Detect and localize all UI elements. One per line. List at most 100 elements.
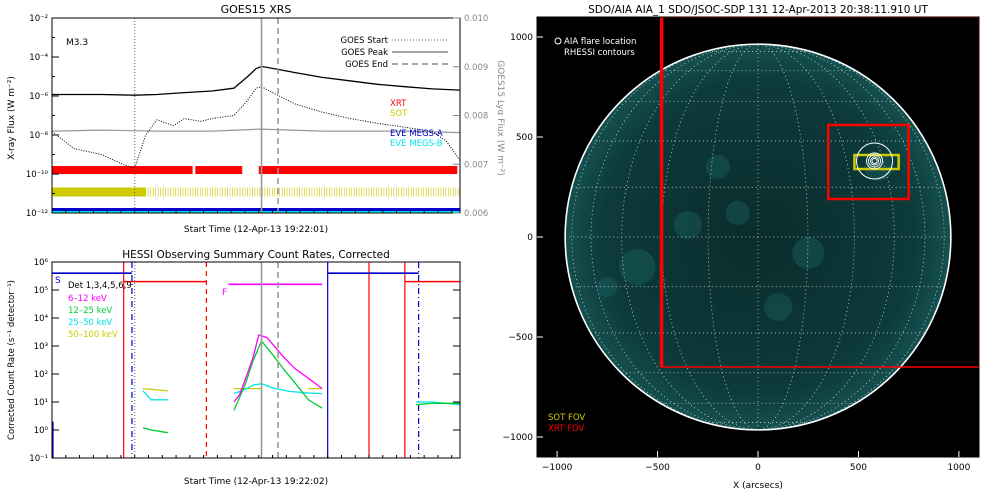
hessi-y-tick-label: 10⁻¹ [29,454,48,464]
hessi-25-50-kev-line [142,390,168,401]
aia-legend-flare: AIA flare location [564,37,636,47]
xrt-coverage-bar [195,166,243,175]
hessi-y-tick-label: 10¹ [34,398,48,408]
goes-legend-end: GOES End [345,60,388,70]
xrt-coverage-bar [258,166,458,175]
goes-y2-tick-label: 0.010 [464,14,488,24]
aia-x-tick-label: 500 [850,463,867,473]
aia-y-tick-label: 1000 [510,33,533,43]
aia-x-tick-label: −1000 [542,463,573,473]
emission-region [764,292,793,322]
aia-y-tick-label: 0 [527,233,533,243]
hessi-plot-frame [51,261,461,459]
aia-x-axis-label: X (arcsecs) [733,481,783,491]
aia-x-tick-label: −500 [645,463,670,473]
emission-region [597,276,618,298]
hessi-legend: Det 1,3,4,5,6,9 6–12 keV 12–25 keV 25–50… [68,281,132,340]
goes-title: GOES15 XRS [221,3,292,16]
lya-flux-line [52,128,460,134]
aia-x-tick-label: 1000 [947,463,970,473]
eve-megs-b-label: EVE MEGS-B [390,139,443,149]
aia-y-tick-label: −500 [508,333,533,343]
aia-image-layer [564,17,979,431]
xrt-fov-small [827,123,910,201]
emission-region [705,154,730,180]
solar-limb [564,43,952,431]
hessi-legend-title: Det 1,3,4,5,6,9 [68,281,132,291]
aia-legend-rhessi: RHESSI contours [564,48,635,58]
goes-series-layer [52,65,460,213]
goes-legend-start: GOES Start [340,36,388,46]
goes-y2-tick-label: 0.008 [464,112,488,122]
longitude-line [757,43,895,431]
xrt-coverage-bar [52,166,193,175]
sot-label: SOT [390,109,408,119]
hessi-title: HESSI Observing Summary Count Rates, Cor… [122,249,390,261]
hessi-flag-s: S [55,276,61,286]
hessi-y-tick-label: 10⁶ [34,258,49,268]
hessi-12-25-kev-line [415,402,460,406]
hessi-series-layer [52,262,460,458]
goes-annotation: M3.3 [66,38,88,48]
hessi-y-tick-label: 10² [34,370,48,380]
rhessi-contour [870,156,879,166]
rhessi-contour [868,154,881,168]
hessi-25-50-kev-line [233,383,323,395]
emission-region [864,152,893,182]
goes-legend-peak: GOES Peak [341,48,388,58]
aia-legend: AIA flare location RHESSI contours [554,37,636,58]
emission-region [792,236,825,270]
hessi-6-12-kev-line [233,334,323,403]
hessi-legend-25-50: 25–50 keV [68,318,112,328]
aia-sot-fov-label: SOT FOV [548,413,585,423]
aia-axes-layer: −1000 −500 0 500 1000 1000 500 0 −500 −1000 [503,16,980,473]
emission-region [725,200,750,226]
hessi-50-100-kev-line [142,387,168,392]
eve-megs-b-bar [52,211,460,213]
goes-y-tick-label: 10⁻⁶ [29,92,48,102]
emission-region [619,248,656,286]
hessi-legend-50-100: 50–100 keV [68,330,118,340]
goes-y2-tick-label: 0.009 [464,63,488,73]
eve-megs-a-bar [52,208,460,211]
goes-axes-layer: 10⁻² 10⁻⁴ 10⁻⁶ 10⁻⁸ 10⁻¹⁰ 10⁻¹² 0.010 0.009 0.00… [26,14,488,219]
aia-y-tick-label: −1000 [503,433,534,443]
rhessi-contour [871,158,878,164]
hessi-y-tick-label: 10⁵ [34,286,48,296]
hessi-y-tick-label: 10³ [34,342,48,352]
goes-y2-axis-label: GOES15 Lyα Flux (W m⁻²) [495,60,505,176]
aia-y-tick-label: 500 [516,133,533,143]
hessi-axes-layer: 10⁶10⁵10⁴10³10²10¹10⁰10⁻¹19:3020:0020:30… [29,258,461,464]
hessi-panel: HESSI Observing Summary Count Rates, Cor… [7,249,461,487]
hessi-y-tick-label: 10⁴ [34,314,49,324]
xrt-label: XRT [390,99,407,109]
goes-y-tick-label: 10⁻⁸ [29,131,48,141]
goes-instrument-labels: XRT SOT EVE MEGS-A EVE MEGS-B [390,99,443,149]
goes-y2-tick-label: 0.007 [464,160,488,170]
hessi-12-25-kev-line [233,339,323,411]
hessi-12-25-kev-line [142,427,168,434]
goes-y-tick-label: 10⁻² [29,14,48,24]
aia-flare-location-circle [856,142,894,180]
eve-megs-a-label: EVE MEGS-A [390,129,443,139]
hessi-legend-12-25: 12–25 keV [68,306,112,316]
goes-y-axis-label: X-ray Flux (W m⁻²) [7,76,17,160]
hessi-x-axis-label: Start Time (12-Apr-13 19:22:02) [184,477,328,487]
aia-flare-location-icon [554,37,562,45]
hessi-y-axis-label: Corrected Count Rate (s⁻¹ detector⁻¹) [7,280,17,440]
goes-y-tick-label: 10⁻¹² [26,209,48,219]
hessi-y-tick-label: 10⁰ [34,426,49,436]
hessi-legend-6-12: 6–12 keV [68,294,107,304]
longitude-line [621,43,759,431]
xray-long-flux-line [52,65,460,96]
emission-region [673,210,702,240]
aia-panel: −1000 −500 0 500 1000 1000 500 0 −500 −1000 SDO/A… [503,4,980,491]
goes-y2-tick-label: 0.006 [464,209,488,219]
rhessi-contour [866,152,883,170]
goes-legend: GOES Start GOES Peak GOES End [340,36,448,70]
goes-y-tick-label: 10⁻⁴ [29,53,48,63]
aia-xrt-fov-label: XRT FOV [548,424,584,434]
aia-title: SDO/AIA AIA_1 SDO/JSOC-SDP 131 12-Apr-20… [588,4,928,16]
aia-x-tick-label: 0 [755,463,761,473]
